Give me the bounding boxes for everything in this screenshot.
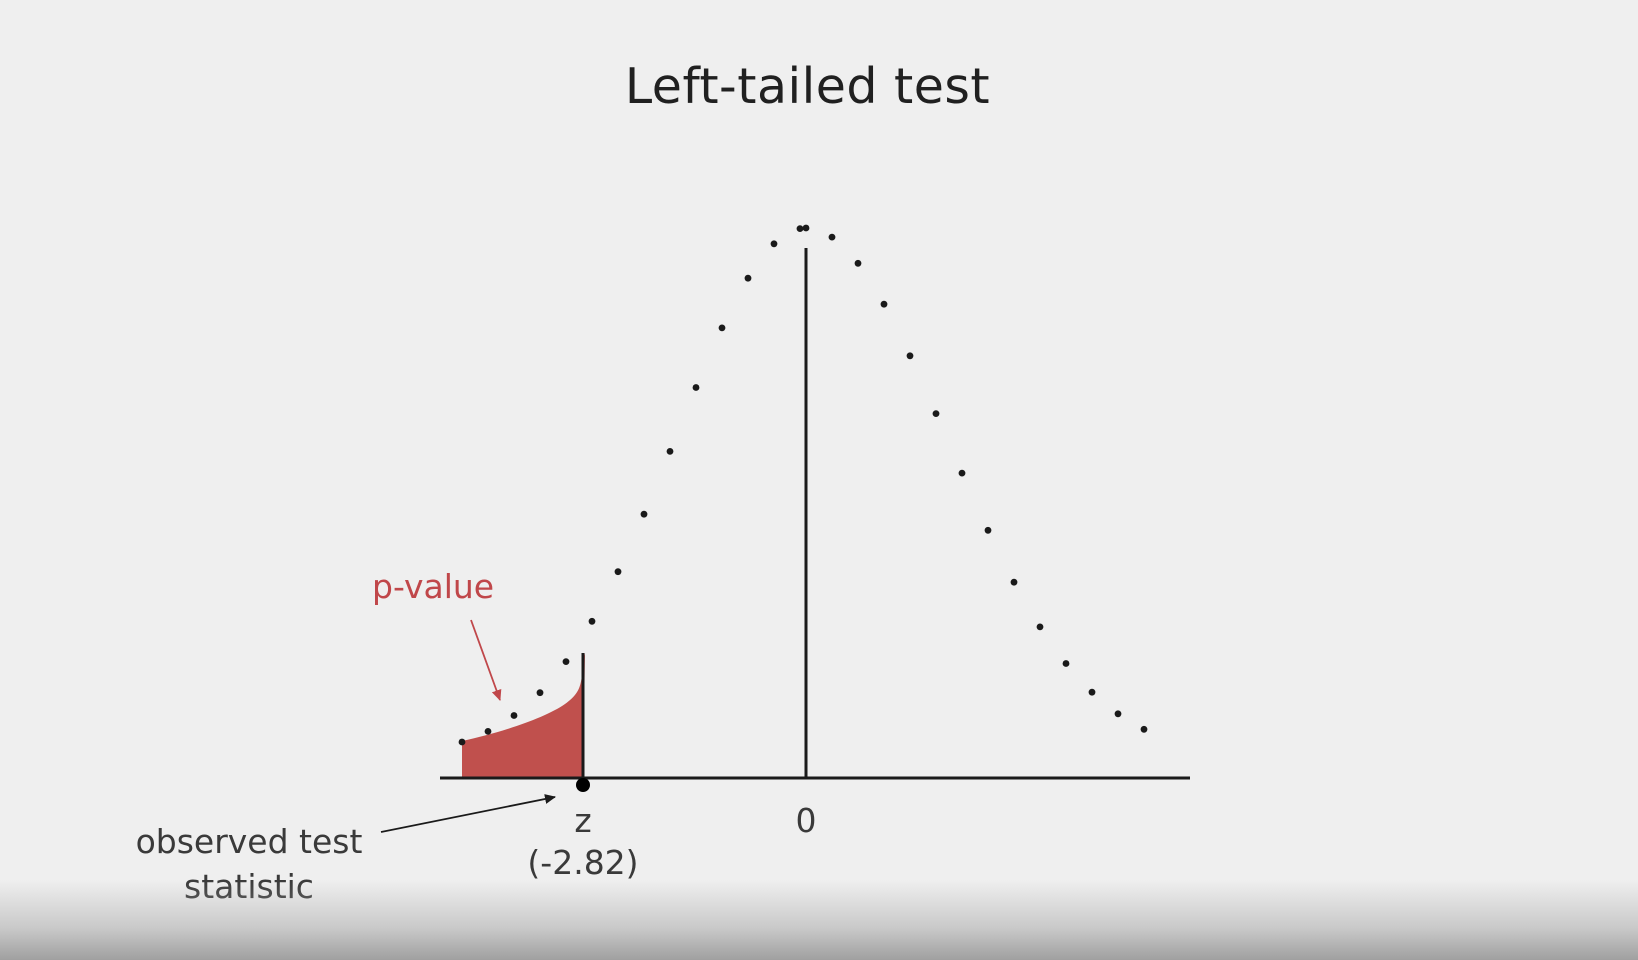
curve-dot xyxy=(640,510,648,518)
curve-dot xyxy=(958,469,966,477)
curve-dot xyxy=(770,240,778,248)
z-label: z xyxy=(574,801,591,840)
curve-dot xyxy=(984,526,992,534)
observed-test-statistic-arrow xyxy=(380,794,556,833)
curve-dot xyxy=(692,384,700,391)
bottom-shadow-bar xyxy=(0,880,1638,960)
curve-dot xyxy=(718,324,726,332)
p-value-arrow xyxy=(470,619,502,701)
z-value-label: (-2.82) xyxy=(527,843,638,882)
curve-dot xyxy=(932,410,940,417)
observed-test-statistic-label-line1: observed test xyxy=(136,822,363,861)
curve-dot xyxy=(1114,710,1122,718)
diagram-title: Left-tailed test xyxy=(624,58,991,115)
curve-dot xyxy=(458,738,466,746)
curve-dot xyxy=(1062,660,1070,667)
curve-dot xyxy=(1140,725,1148,733)
curve-dot xyxy=(562,658,570,665)
curve-dot xyxy=(1010,578,1018,586)
p-value-label: p-value xyxy=(372,567,494,606)
dotted-bell-curve xyxy=(458,224,1148,746)
z-statistic-point xyxy=(576,778,590,792)
curve-dot xyxy=(880,300,888,308)
curve-dot xyxy=(536,689,544,697)
curve-dot xyxy=(484,728,492,735)
curve-dot xyxy=(796,225,804,233)
curve-dot xyxy=(906,352,914,360)
curve-dot xyxy=(744,274,752,282)
curve-dot xyxy=(614,568,622,576)
curve-dot xyxy=(1088,688,1096,696)
curve-dot xyxy=(588,617,596,625)
curve-dot xyxy=(510,712,518,719)
zero-label: 0 xyxy=(796,801,817,840)
curve-dot xyxy=(828,233,836,241)
curve-dot xyxy=(1036,623,1044,631)
curve-dot xyxy=(854,259,862,267)
curve-dot xyxy=(666,448,674,455)
p-value-shaded-area xyxy=(462,653,585,778)
curve-dot xyxy=(802,224,810,232)
